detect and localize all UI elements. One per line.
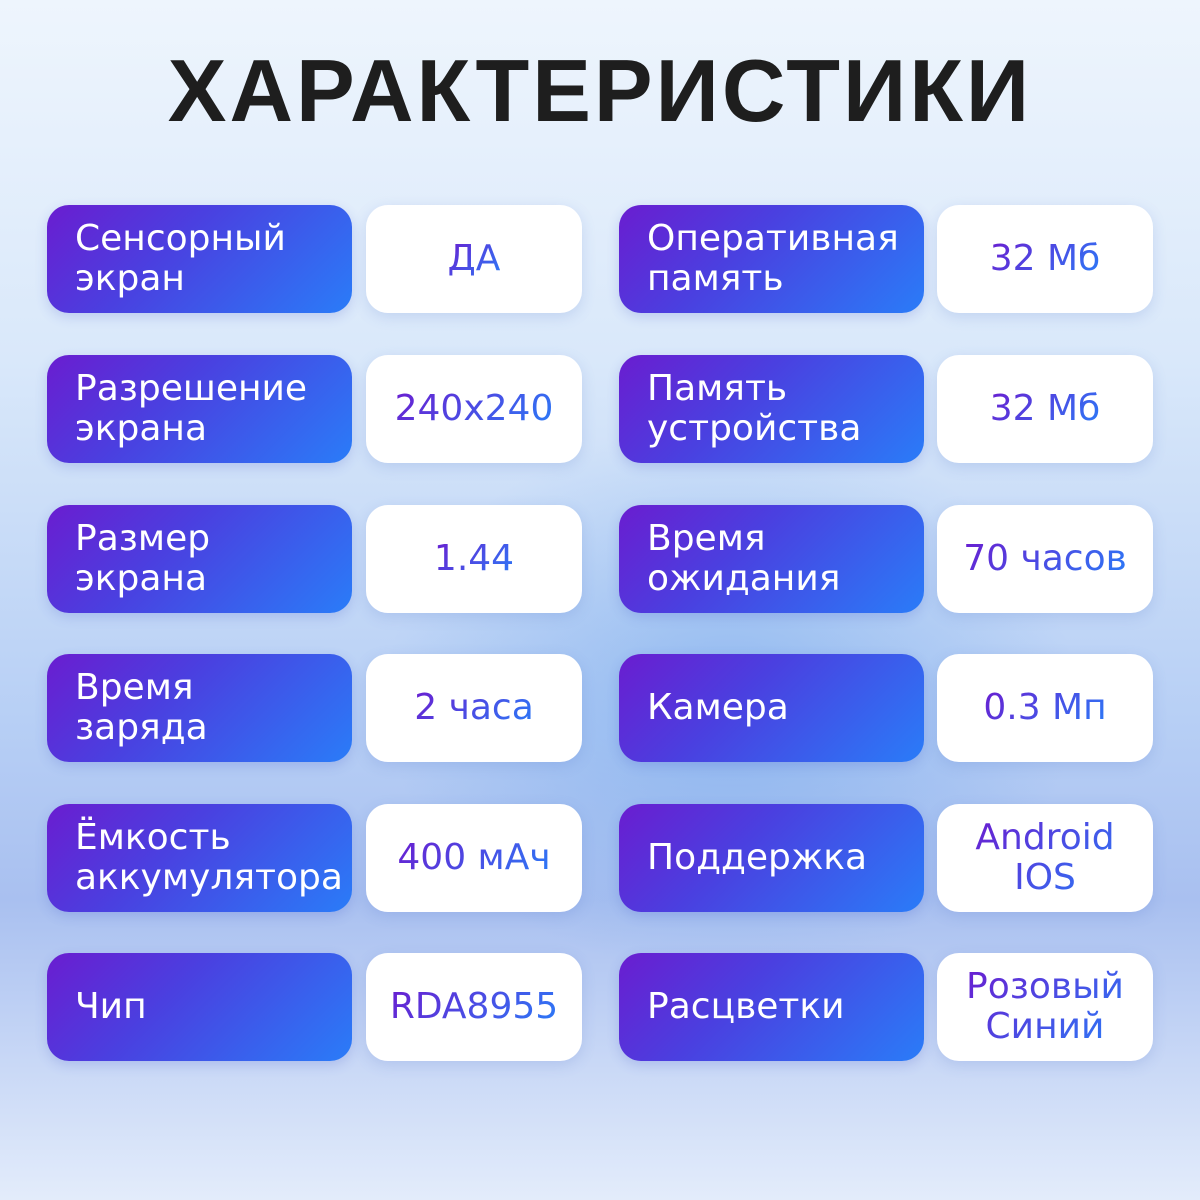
spec-label-text: Размер экрана — [75, 518, 211, 599]
spec-value: 32 Мб — [937, 355, 1153, 463]
spec-label: Время ожидания — [619, 505, 924, 613]
spec-value: 70 часов — [937, 505, 1153, 613]
spec-value-text: 0.3 Мп — [983, 687, 1107, 728]
spec-value: Android IOS — [937, 804, 1153, 912]
spec-label-text: Поддержка — [647, 837, 868, 878]
spec-value-text: RDA8955 — [389, 986, 559, 1027]
spec-label-text: Разрешение экрана — [75, 368, 308, 449]
spec-value: RDA8955 — [366, 953, 582, 1061]
spec-value-text: 1.44 — [433, 538, 515, 579]
spec-value-text: Розовый Синий — [966, 966, 1124, 1047]
spec-value-text: 400 мАч — [397, 837, 551, 878]
spec-label: Расцветки — [619, 953, 924, 1061]
spec-value: Розовый Синий — [937, 953, 1153, 1061]
spec-value: 2 часа — [366, 654, 582, 762]
spec-label-text: Время заряда — [75, 667, 208, 748]
spec-value: 0.3 Мп — [937, 654, 1153, 762]
spec-label-text: Сенсорный экран — [75, 218, 286, 299]
spec-label: Ёмкость аккумулятора — [47, 804, 352, 912]
spec-label: Чип — [47, 953, 352, 1061]
spec-value: 1.44 — [366, 505, 582, 613]
spec-value-text: 32 Мб — [989, 238, 1101, 279]
spec-value: 240x240 — [366, 355, 582, 463]
spec-label: Время заряда — [47, 654, 352, 762]
spec-label-text: Время ожидания — [647, 518, 841, 599]
page-title: ХАРАКТЕРИСТИКИ — [167, 41, 1033, 140]
spec-label: Память устройства — [619, 355, 924, 463]
spec-label-text: Память устройства — [647, 368, 862, 449]
spec-label: Поддержка — [619, 804, 924, 912]
spec-value: 32 Мб — [937, 205, 1153, 313]
spec-label: Разрешение экрана — [47, 355, 352, 463]
spec-label-text: Чип — [75, 986, 147, 1027]
spec-label: Сенсорный экран — [47, 205, 352, 313]
spec-value-text: ДА — [447, 238, 501, 279]
spec-label: Оперативная память — [619, 205, 924, 313]
spec-label-text: Камера — [647, 687, 789, 728]
spec-label-text: Расцветки — [647, 986, 845, 1027]
spec-label-text: Ёмкость аккумулятора — [75, 817, 343, 898]
spec-value: ДА — [366, 205, 582, 313]
spec-value-text: 240x240 — [394, 388, 554, 429]
spec-value-text: 2 часа — [414, 687, 534, 728]
spec-value: 400 мАч — [366, 804, 582, 912]
spec-value-text: 70 часов — [963, 538, 1127, 579]
spec-value-text: Android IOS — [975, 817, 1115, 898]
spec-label: Камера — [619, 654, 924, 762]
spec-label-text: Оперативная память — [647, 218, 899, 299]
spec-label: Размер экрана — [47, 505, 352, 613]
spec-value-text: 32 Мб — [989, 388, 1101, 429]
